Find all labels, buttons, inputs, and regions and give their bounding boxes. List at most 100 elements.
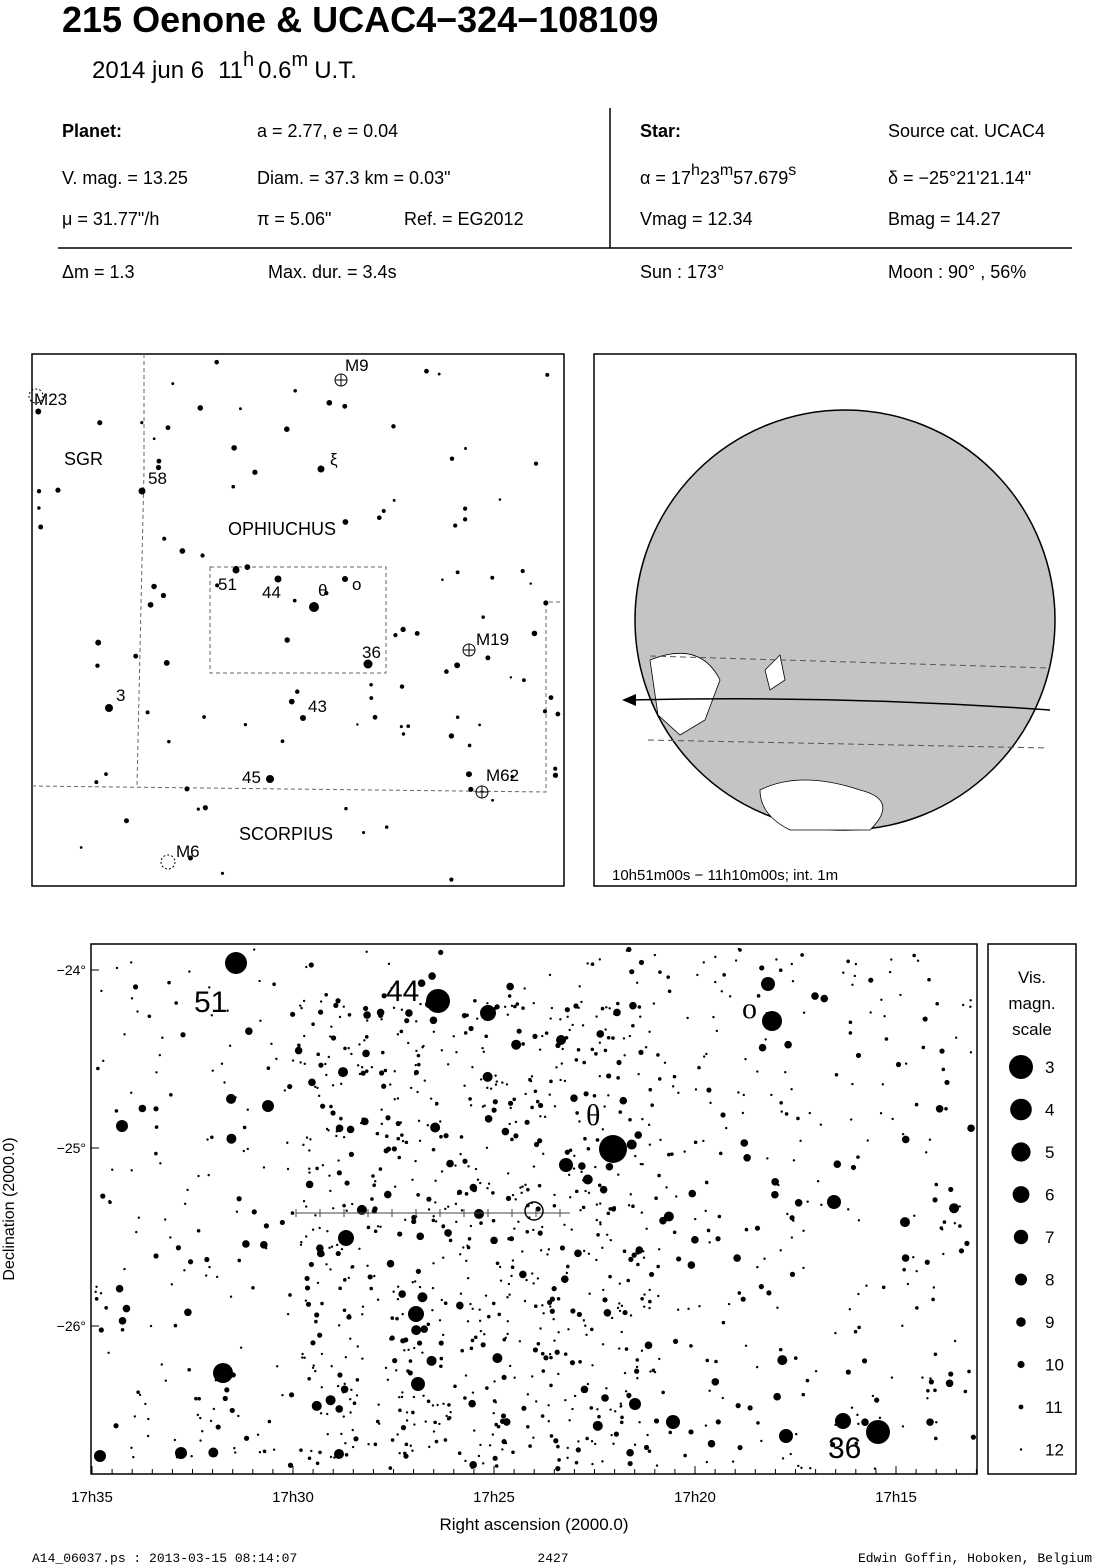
star: [648, 1087, 653, 1092]
star: [556, 1296, 561, 1301]
star: [202, 805, 208, 811]
star: [378, 1012, 384, 1018]
star: [633, 1443, 637, 1446]
star: [857, 1422, 860, 1426]
star: [644, 1341, 653, 1350]
star: [355, 1394, 359, 1397]
frame: [593, 353, 1077, 887]
star-bmag: Bmag = 14.27: [888, 209, 1001, 229]
star: [555, 711, 561, 717]
star: [599, 1223, 602, 1226]
star: [524, 1119, 530, 1125]
star: [334, 1449, 344, 1459]
star: [411, 1410, 415, 1415]
star: [744, 1344, 748, 1348]
star: [366, 1225, 371, 1230]
star: [409, 1444, 412, 1447]
star: [123, 1267, 126, 1271]
star: [144, 1402, 147, 1406]
star: [164, 1379, 168, 1382]
star: [648, 1143, 652, 1146]
star: [519, 1270, 527, 1279]
star: [327, 1055, 331, 1059]
star: [347, 1046, 350, 1050]
star: [291, 1059, 295, 1062]
star: [179, 548, 186, 554]
star: [339, 1116, 343, 1121]
star: [647, 1123, 651, 1127]
star: [303, 1034, 306, 1038]
star: [376, 1225, 380, 1228]
star: [122, 1304, 131, 1313]
star: [508, 1364, 512, 1368]
star: [521, 1250, 524, 1253]
star: [853, 1329, 858, 1334]
star: [439, 1120, 442, 1123]
star: [797, 1464, 800, 1468]
star: [514, 1198, 517, 1201]
star: [665, 1186, 668, 1189]
star: [208, 1447, 219, 1458]
legend-label: 8: [1045, 1271, 1054, 1290]
star: [375, 1419, 380, 1424]
star: [307, 1376, 311, 1381]
ra-part: 57.679: [733, 168, 788, 188]
star: [345, 1209, 348, 1212]
star: [196, 1229, 201, 1233]
star: [588, 1292, 591, 1295]
star: [773, 1392, 781, 1401]
minute: 0.6: [258, 57, 291, 84]
star: [704, 1180, 709, 1185]
star: [845, 1369, 851, 1375]
star: [349, 1337, 352, 1340]
star: [414, 1159, 417, 1163]
star: [721, 1320, 726, 1325]
star: [513, 1227, 516, 1230]
star: [446, 1063, 450, 1066]
star: [390, 987, 393, 990]
ra-part: s: [788, 162, 796, 179]
star: [156, 458, 162, 464]
star: [380, 1122, 384, 1126]
star: [332, 1207, 335, 1210]
star: [151, 583, 157, 590]
star: [260, 1241, 268, 1249]
star: [210, 1014, 214, 1017]
star: [294, 1046, 303, 1055]
star: [226, 1009, 229, 1012]
star: [601, 1128, 605, 1131]
star: [834, 1331, 837, 1335]
star: [145, 710, 150, 715]
star: [564, 1149, 570, 1155]
star: [153, 1106, 159, 1112]
star: [397, 993, 400, 997]
star: [555, 1042, 561, 1049]
star: [618, 1110, 623, 1114]
star: [570, 1228, 573, 1231]
star: [848, 1031, 853, 1035]
star: [490, 1236, 498, 1245]
star: [513, 1133, 519, 1139]
star: [792, 1159, 796, 1162]
star: [364, 1035, 369, 1039]
star: [503, 1005, 507, 1009]
star: [403, 1453, 409, 1459]
star: [539, 1115, 542, 1118]
star: [196, 807, 200, 811]
star: [731, 1460, 735, 1463]
legend-dot: [1019, 1448, 1023, 1451]
star: [492, 1353, 503, 1364]
star: [566, 1446, 569, 1450]
star: [105, 704, 113, 712]
star: [493, 1380, 496, 1383]
star: [426, 1196, 432, 1202]
star: [618, 1347, 621, 1350]
star: [737, 947, 741, 951]
star: [220, 871, 225, 875]
star: [600, 1006, 605, 1011]
star: [201, 1430, 204, 1433]
star: [556, 1035, 567, 1046]
star: [777, 1355, 788, 1366]
star: [297, 1043, 301, 1048]
star: [504, 1336, 507, 1340]
